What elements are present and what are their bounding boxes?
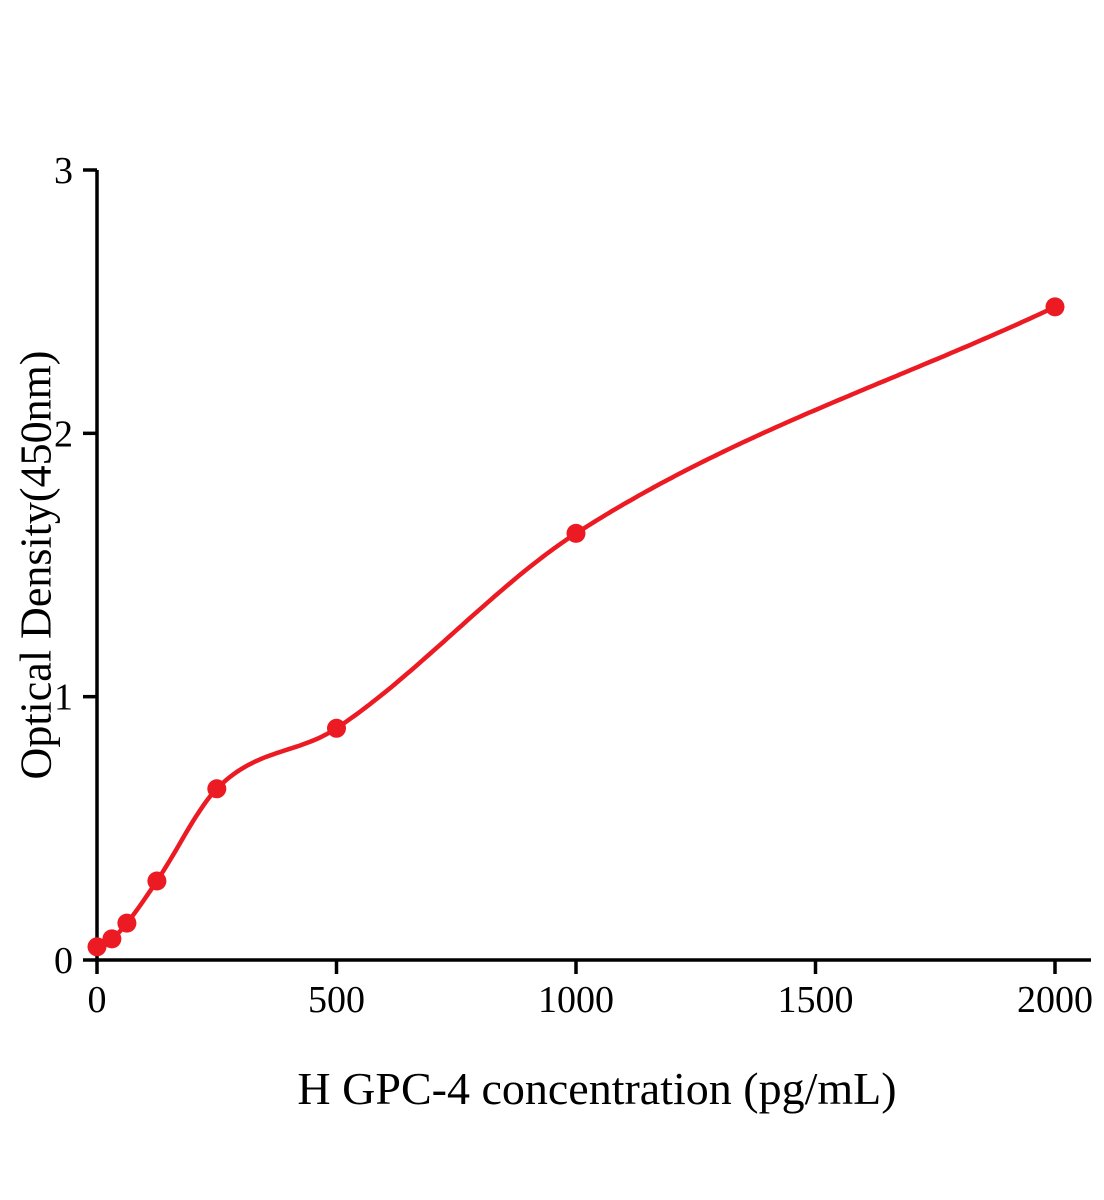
y-tick-label: 2 (54, 413, 73, 455)
data-point (102, 929, 122, 949)
x-tick-label: 2000 (1017, 979, 1093, 1021)
y-axis-label: Optical Density(450nm) (11, 350, 61, 780)
data-point (207, 779, 227, 799)
data-point (147, 871, 167, 891)
x-tick-label: 1500 (778, 979, 854, 1021)
x-tick-label: 0 (88, 979, 107, 1021)
x-tick-label: 1000 (538, 979, 614, 1021)
data-point (566, 523, 586, 543)
data-point (327, 718, 346, 738)
data-point (1045, 297, 1065, 317)
data-point (117, 913, 137, 933)
y-tick-label: 1 (54, 677, 73, 719)
fit-curve (94, 304, 1058, 950)
x-tick-label: 500 (308, 979, 365, 1021)
data-point (87, 937, 107, 957)
y-tick-label: 3 (54, 150, 73, 192)
x-axis-label: H GPC-4 concentration (pg/mL) (297, 1063, 897, 1114)
y-tick-label: 0 (54, 940, 73, 982)
